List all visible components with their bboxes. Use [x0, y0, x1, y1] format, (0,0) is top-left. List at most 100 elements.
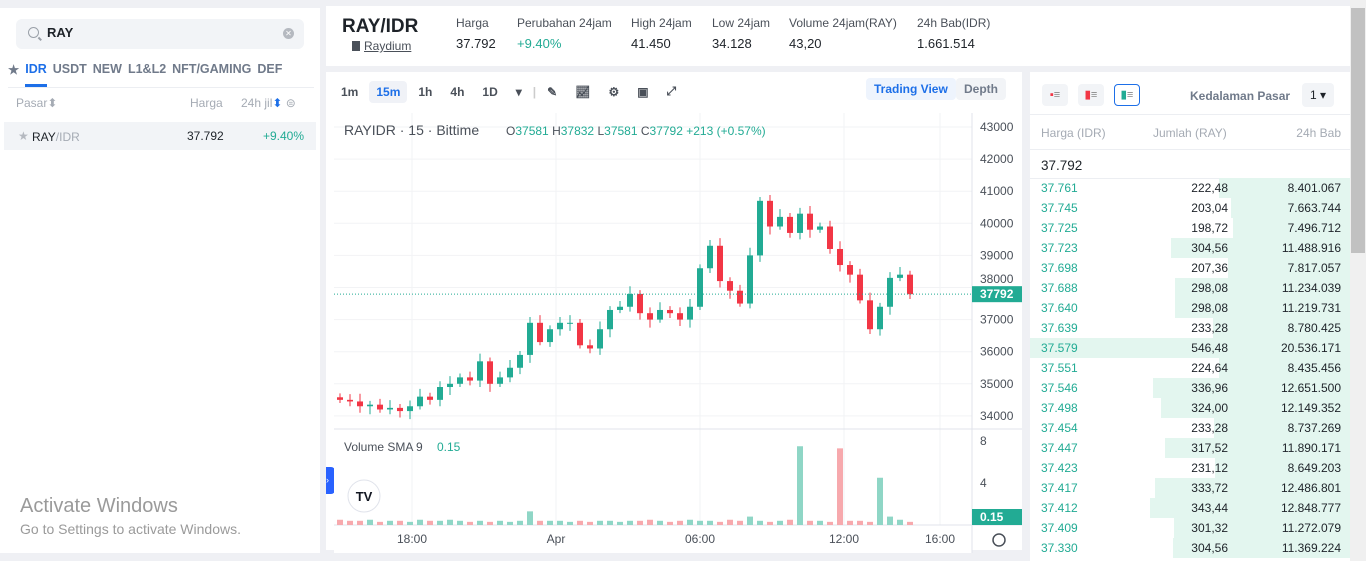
orderbook-row[interactable]: 37.761 222,48 8.401.067	[1030, 178, 1350, 198]
candle-body	[657, 309, 663, 320]
candle-body	[777, 216, 783, 227]
candle-body	[607, 309, 613, 330]
ohlc-change: +213 (+0.57%)	[686, 124, 765, 138]
ob-price: 37.551	[1041, 361, 1078, 375]
last-volume-label: 0.15	[980, 510, 1004, 524]
fullscreen-icon[interactable]: ⤢	[666, 84, 677, 98]
candle-body	[457, 377, 463, 384]
tab-idr[interactable]: IDR	[25, 60, 47, 87]
ob-amount: 203,04	[1191, 201, 1228, 215]
ob-total: 11.488.916	[1281, 241, 1341, 255]
candle-body	[397, 407, 403, 412]
search-box[interactable]: ✕	[16, 19, 304, 49]
tab-nft-gaming[interactable]: NFT/GAMING	[172, 62, 252, 76]
interval-1h[interactable]: 1h	[418, 84, 433, 99]
change-column-header[interactable]: 24h jil⬍ ⊜	[241, 96, 296, 110]
watermark-title: Activate Windows	[20, 495, 178, 517]
orderbook-row[interactable]: 37.447 317,52 11.890.171	[1030, 438, 1350, 458]
last-volume-badge	[972, 509, 1022, 525]
pair-base: RAY	[32, 130, 56, 144]
tab-defi[interactable]: DEF	[257, 62, 283, 76]
y-tick-label: 43000	[980, 120, 1014, 134]
orderbook-row[interactable]: 37.546 336,96 12.651.500	[1030, 378, 1350, 398]
orderbook-row[interactable]: 37.423 231,12 8.649.203	[1030, 458, 1350, 478]
orderbook-row[interactable]: 37.330 304,56 11.369.224	[1030, 538, 1350, 558]
tab-new[interactable]: NEW	[92, 62, 122, 76]
orderbook-row[interactable]: 37.723 304,56 11.488.916	[1030, 238, 1350, 258]
candle-body	[717, 245, 723, 282]
stat-price: Harga 37.792	[456, 16, 496, 51]
favorites-star-icon[interactable]: ★	[8, 63, 20, 77]
volume-bar	[607, 520, 613, 525]
search-input[interactable]	[47, 25, 267, 40]
candle-body	[867, 300, 873, 330]
ob-amount: 333,72	[1191, 481, 1228, 495]
indicators-icon[interactable]: 📈︎	[575, 84, 591, 99]
depth-button[interactable]: Depth	[956, 78, 1006, 100]
ob-price: 37.412	[1041, 501, 1078, 515]
search-icon	[28, 27, 39, 38]
candle-body	[417, 396, 423, 407]
x-tick-label: 12:00	[829, 532, 859, 546]
volume-tick-label: 4	[980, 476, 987, 490]
volume-bar	[867, 521, 873, 525]
orderbook-row[interactable]: 37.640 298,08 11.219.731	[1030, 298, 1350, 318]
scrollbar[interactable]	[1350, 0, 1366, 561]
volume-bar	[507, 521, 513, 525]
orderbook-row[interactable]: 37.745 203,04 7.663.744	[1030, 198, 1350, 218]
project-link[interactable]: Raydium	[352, 39, 411, 53]
view-asks-icon[interactable]: ▮≡	[1078, 84, 1104, 106]
view-bids-icon[interactable]: ▮≡	[1114, 84, 1140, 106]
candle	[817, 222, 823, 233]
interval-dropdown-icon[interactable]: ▾	[515, 84, 522, 99]
last-price-badge	[972, 286, 1022, 303]
clear-icon[interactable]: ✕	[283, 28, 294, 39]
ob-total: 12.486.801	[1280, 481, 1341, 495]
interval-4h[interactable]: 4h	[450, 84, 465, 99]
candle-body	[597, 329, 603, 349]
expand-sidebar-handle[interactable]: ›	[326, 467, 335, 494]
candle	[537, 315, 543, 346]
price-column-header[interactable]: Harga	[190, 96, 223, 110]
candle	[367, 400, 373, 415]
orderbook-row[interactable]: 37.698 207,36 7.817.057	[1030, 258, 1350, 278]
orderbook-row[interactable]: 37.409 301,32 11.272.079	[1030, 518, 1350, 538]
draw-pen-icon[interactable]: ✎	[547, 84, 558, 99]
price-chart[interactable]: 43000 42000 41000 40000 39000 38000 37000 36000…	[334, 113, 1022, 553]
interval-1m[interactable]: 1m	[341, 84, 359, 99]
tab-usdt[interactable]: USDT	[52, 62, 87, 76]
candle-body	[907, 274, 913, 295]
tab-l1l2[interactable]: L1&L2	[127, 62, 167, 76]
orderbook-row[interactable]: 37.639 233,28 8.780.425	[1030, 318, 1350, 338]
orderbook-row[interactable]: 37.551 224,64 8.435.456	[1030, 358, 1350, 378]
orderbook-row[interactable]: 37.454 233,28 8.737.269	[1030, 418, 1350, 438]
ob-amount-header: Jumlah (RAY)	[1153, 126, 1227, 140]
settings-gear-icon[interactable]: ⚙	[608, 84, 620, 99]
depth-select[interactable]: 1 ▾	[1302, 83, 1335, 107]
candle	[357, 393, 363, 413]
ob-total: 11.272.079	[1281, 521, 1341, 535]
orderbook-row[interactable]: 37.412 343,44 12.848.777	[1030, 498, 1350, 518]
volume-bar	[517, 520, 523, 525]
interval-15m[interactable]: 15m	[369, 80, 408, 103]
orderbook-row[interactable]: 37.417 333,72 12.486.801	[1030, 478, 1350, 498]
scrollbar-thumb[interactable]	[1351, 8, 1365, 253]
orderbook-row[interactable]: 37.579 546,48 20.536.171	[1030, 338, 1350, 358]
volume-bar	[697, 520, 703, 525]
candle	[887, 272, 893, 315]
orderbook-row[interactable]: 37.498 324,00 12.149.352	[1030, 398, 1350, 418]
candle-body	[897, 274, 903, 278]
ob-price: 37.723	[1041, 241, 1078, 255]
volume-bar	[727, 519, 733, 525]
depth-bar	[1174, 278, 1350, 298]
trading-view-button[interactable]: Trading View	[866, 78, 956, 100]
favorite-star-icon[interactable]: ★	[18, 129, 29, 143]
interval-1d[interactable]: 1D	[482, 84, 498, 99]
volume-bar	[707, 520, 713, 525]
market-row[interactable]: ★ RAY/IDR 37.792 +9.40%	[4, 122, 316, 150]
view-both-icon[interactable]: ▪≡	[1042, 84, 1068, 106]
save-icon[interactable]: ▣	[637, 84, 649, 99]
pair-column-header[interactable]: Pasar⬍	[16, 96, 58, 110]
orderbook-row[interactable]: 37.688 298,08 11.234.039	[1030, 278, 1350, 298]
orderbook-row[interactable]: 37.725 198,72 7.496.712	[1030, 218, 1350, 238]
